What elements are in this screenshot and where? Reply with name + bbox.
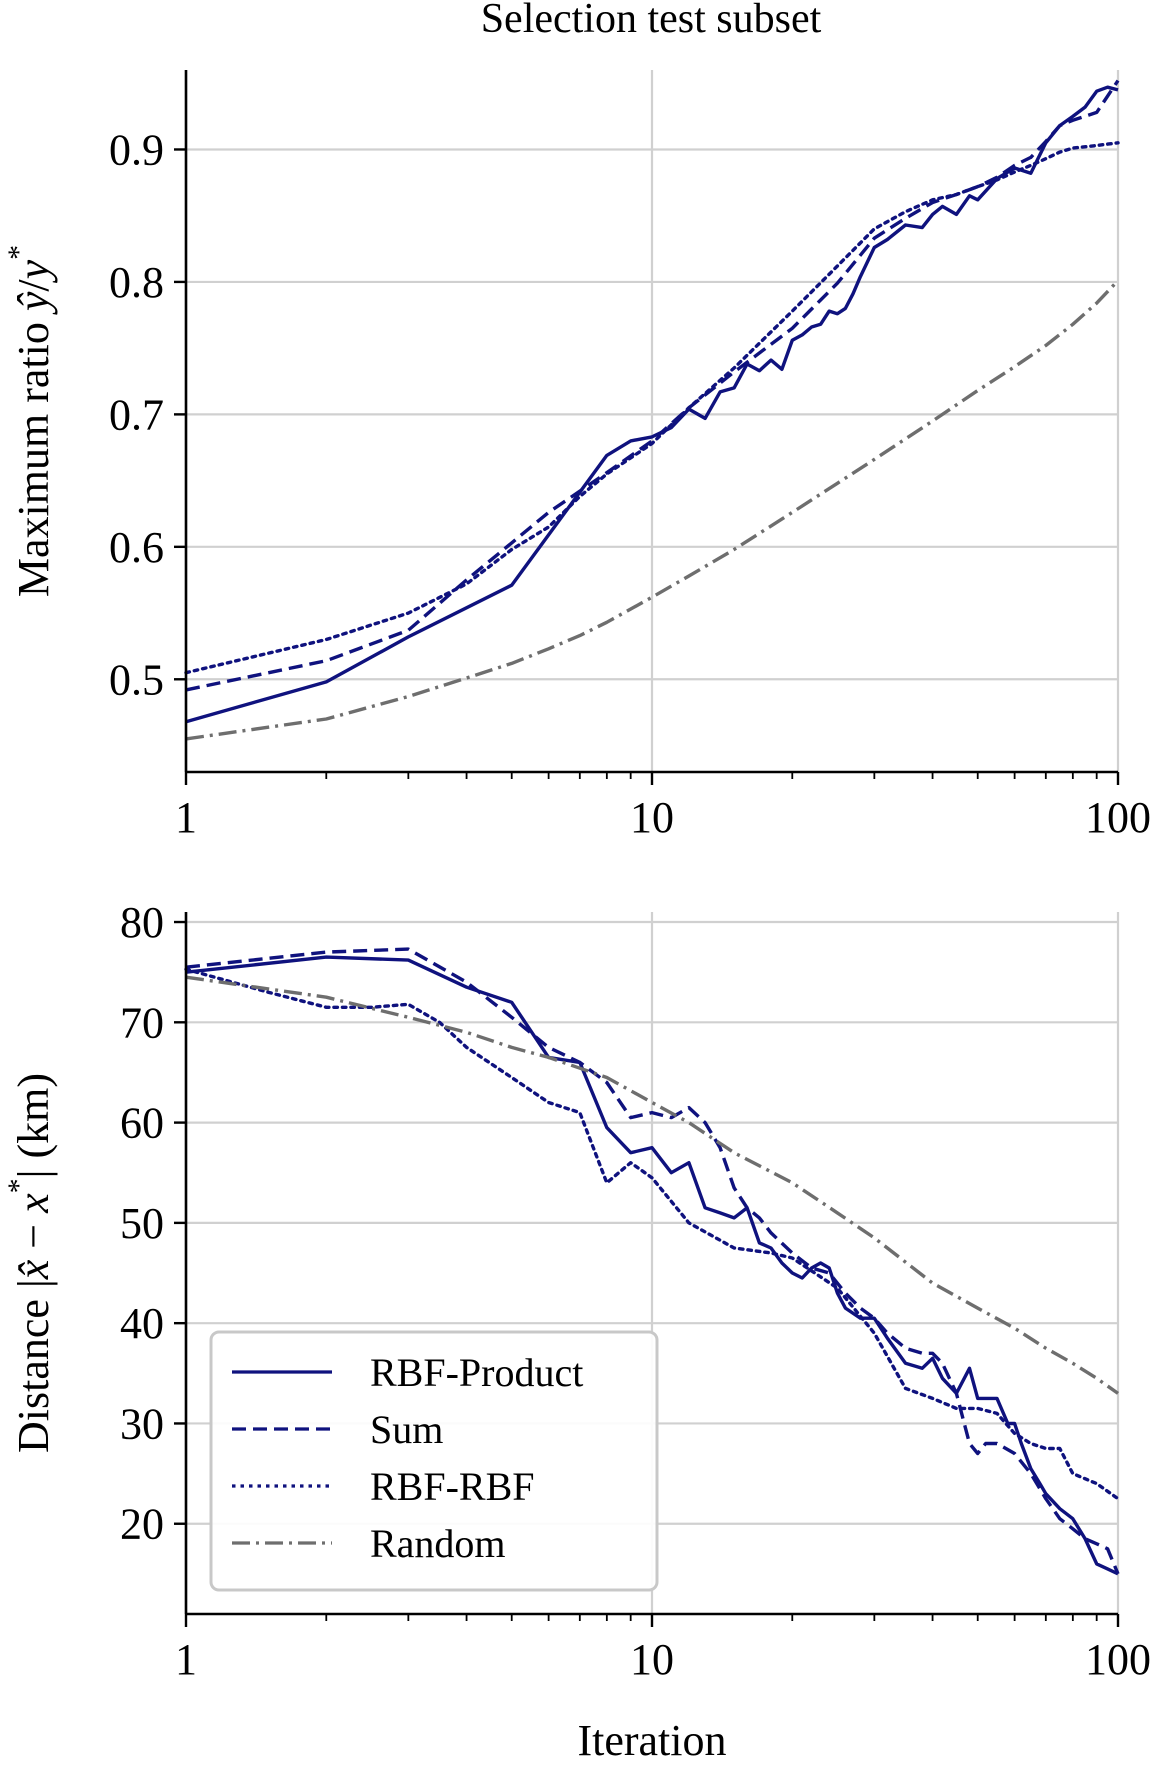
y-tick-label-80: 80 — [120, 898, 164, 947]
y-tick-label-0.5: 0.5 — [109, 655, 164, 704]
series-line-sum — [185, 79, 1120, 692]
x-tick-label-10: 10 — [630, 793, 674, 842]
y-axis-label: Distance |x̂ − x*| (km) — [2, 1073, 58, 1453]
y-tick-label-70: 70 — [120, 998, 164, 1047]
y-tick-label-40: 40 — [120, 1299, 164, 1348]
y-tick-label-0.6: 0.6 — [109, 523, 164, 572]
y-tick-label-20: 20 — [120, 1500, 164, 1549]
y-axis-label: Maximum ratio ŷ/y* — [2, 245, 58, 597]
x-tick-label-1: 1 — [175, 1635, 197, 1684]
series-line-rbf-product — [185, 955, 1119, 1576]
series-line-sum — [185, 947, 1120, 1575]
legend: RBF-Product Sum RBF-RBF Random — [209, 1330, 659, 1592]
y-tick-label-0.9: 0.9 — [109, 125, 164, 174]
series-line-rbf-rbf — [184, 141, 1120, 675]
x-tick-label-100: 100 — [1085, 1635, 1151, 1684]
x-tick-label-10: 10 — [630, 1635, 674, 1684]
y-tick-label-50: 50 — [120, 1199, 164, 1248]
top-panel-ratio: 0.5 0.6 0.7 0.8 0.9 1 10 100 Maximum ratio ŷ/y* — [2, 70, 1151, 842]
series-line-rbf-product — [185, 85, 1119, 724]
chart-title: Selection test subset — [481, 0, 822, 42]
x-axis-label: Iteration — [577, 1716, 726, 1765]
y-tick-label-60: 60 — [120, 1099, 164, 1148]
bottom-panel-distance: 20 30 40 50 60 70 80 1 10 100 Distance |x̂ − x*| (… — [2, 898, 1151, 1765]
y-tick-label-0.7: 0.7 — [109, 390, 164, 439]
legend-label-sum: Sum — [370, 1407, 443, 1452]
legend-label-random: Random — [370, 1521, 506, 1566]
legend-frame — [209, 1330, 659, 1592]
series-line-rbf-rbf — [184, 967, 1120, 1501]
series-line-random — [185, 279, 1120, 741]
x-tick-label-100: 100 — [1085, 793, 1151, 842]
y-tick-label-0.8: 0.8 — [109, 258, 164, 307]
y-tick-label-30: 30 — [120, 1399, 164, 1448]
legend-label-rbf-product: RBF-Product — [370, 1350, 583, 1395]
legend-label-rbf-rbf: RBF-RBF — [370, 1464, 535, 1509]
x-tick-label-1: 1 — [175, 793, 197, 842]
